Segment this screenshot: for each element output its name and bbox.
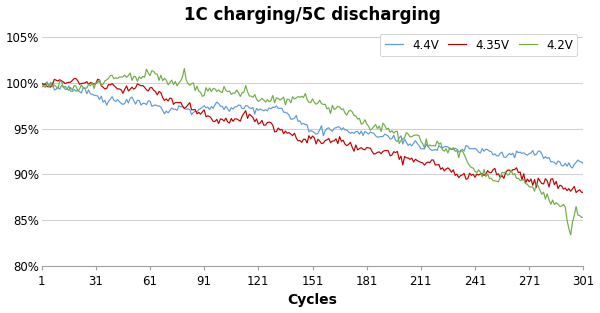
4.35V [259,119,266,122]
4.4V [542,155,549,158]
4.35V [542,177,549,181]
4.2V [181,67,188,70]
Line: 4.4V: 4.4V [42,82,583,168]
4.2V [567,233,574,237]
4.35V [71,77,78,80]
4.4V [259,108,266,112]
4.35V [497,176,504,179]
4.2V [38,85,46,89]
4.4V [277,106,284,110]
4.4V [38,81,46,85]
4.4V [497,151,504,155]
Line: 4.35V: 4.35V [42,79,583,192]
4.4V [44,80,51,84]
4.35V [572,191,580,194]
4.4V [580,162,587,166]
Legend: 4.4V, 4.35V, 4.2V: 4.4V, 4.35V, 4.2V [380,34,577,56]
4.2V [466,164,473,167]
4.35V [466,171,473,175]
4.2V [580,215,587,219]
4.4V [410,141,417,145]
4.35V [410,160,417,164]
Line: 4.2V: 4.2V [42,69,583,235]
4.2V [277,98,284,102]
4.35V [580,190,587,194]
4.4V [466,147,473,151]
X-axis label: Cycles: Cycles [287,294,337,307]
4.35V [277,128,284,132]
4.35V [38,81,46,85]
4.2V [497,175,504,179]
4.2V [259,96,266,100]
4.2V [542,197,549,201]
4.4V [569,166,576,170]
Title: 1C charging/5C discharging: 1C charging/5C discharging [184,6,441,23]
4.2V [410,134,417,137]
